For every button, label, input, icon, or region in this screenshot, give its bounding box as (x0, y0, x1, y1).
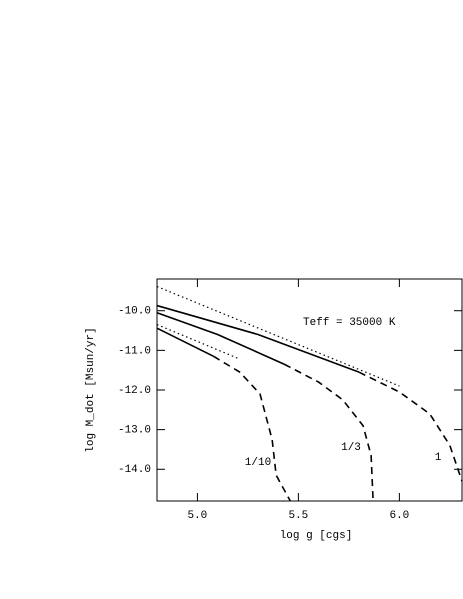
line-series (156, 285, 400, 387)
annotation: 1 (435, 452, 442, 464)
line-series (156, 327, 214, 358)
y-axis-label: log M_dot [Msun/yr] (85, 327, 97, 452)
annotation: 1/3 (341, 442, 361, 454)
line-series (213, 355, 292, 502)
x-tick-label: 5.5 (288, 510, 308, 522)
plot-frame (156, 278, 463, 502)
x-tick-label: 5.0 (187, 510, 207, 522)
y-tick-label: -12.0 (118, 385, 151, 397)
line-series (358, 371, 463, 482)
x-axis-label: log g [cgs] (280, 530, 353, 542)
y-tick-label: -11.0 (118, 345, 151, 357)
x-tick-label: 6.0 (389, 510, 409, 522)
line-series (156, 304, 360, 373)
annotation: 1/10 (245, 457, 271, 469)
y-tick-label: -10.0 (118, 306, 151, 318)
annotation: Teff = 35000 K (303, 317, 396, 329)
y-tick-label: -14.0 (118, 464, 151, 476)
line-series (156, 324, 239, 359)
line-series (156, 311, 285, 365)
line-series (283, 363, 374, 502)
y-tick-label: -13.0 (118, 425, 151, 437)
